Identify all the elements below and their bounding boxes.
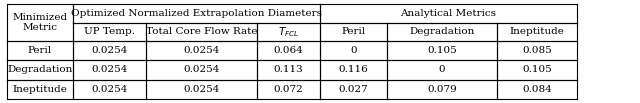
Text: Ineptitude: Ineptitude (12, 85, 67, 94)
Text: Degradation: Degradation (7, 65, 72, 74)
Text: 0.0254: 0.0254 (92, 46, 128, 55)
Text: Optimized Normalized Extrapolation Diameters: Optimized Normalized Extrapolation Diame… (71, 9, 322, 18)
Text: 0.0254: 0.0254 (183, 46, 220, 55)
Text: Peril: Peril (341, 27, 365, 36)
Text: Peril: Peril (28, 46, 52, 55)
Text: Analytical Metrics: Analytical Metrics (401, 9, 497, 18)
Text: 0.079: 0.079 (428, 85, 457, 94)
Text: UP Temp.: UP Temp. (84, 27, 135, 36)
Text: 0.105: 0.105 (428, 46, 457, 55)
Text: 0.0254: 0.0254 (183, 85, 220, 94)
Text: 0.105: 0.105 (522, 65, 552, 74)
Text: 0.0254: 0.0254 (183, 65, 220, 74)
Text: 0: 0 (350, 46, 356, 55)
Text: 0.085: 0.085 (522, 46, 552, 55)
Text: Degradation: Degradation (410, 27, 475, 36)
Text: 0.113: 0.113 (274, 65, 303, 74)
Text: Minimized
Metric: Minimized Metric (12, 13, 67, 32)
Text: Ineptitude: Ineptitude (509, 27, 564, 36)
Text: Total Core Flow Rate: Total Core Flow Rate (146, 27, 257, 36)
Text: $T_{FCL}$: $T_{FCL}$ (278, 25, 299, 39)
Text: 0.072: 0.072 (274, 85, 303, 94)
Text: 0.084: 0.084 (522, 85, 552, 94)
Text: 0.027: 0.027 (339, 85, 368, 94)
Text: 0.0254: 0.0254 (92, 85, 128, 94)
Text: 0.0254: 0.0254 (92, 65, 128, 74)
Text: 0.064: 0.064 (274, 46, 303, 55)
Text: 0: 0 (439, 65, 445, 74)
Text: 0.116: 0.116 (339, 65, 368, 74)
